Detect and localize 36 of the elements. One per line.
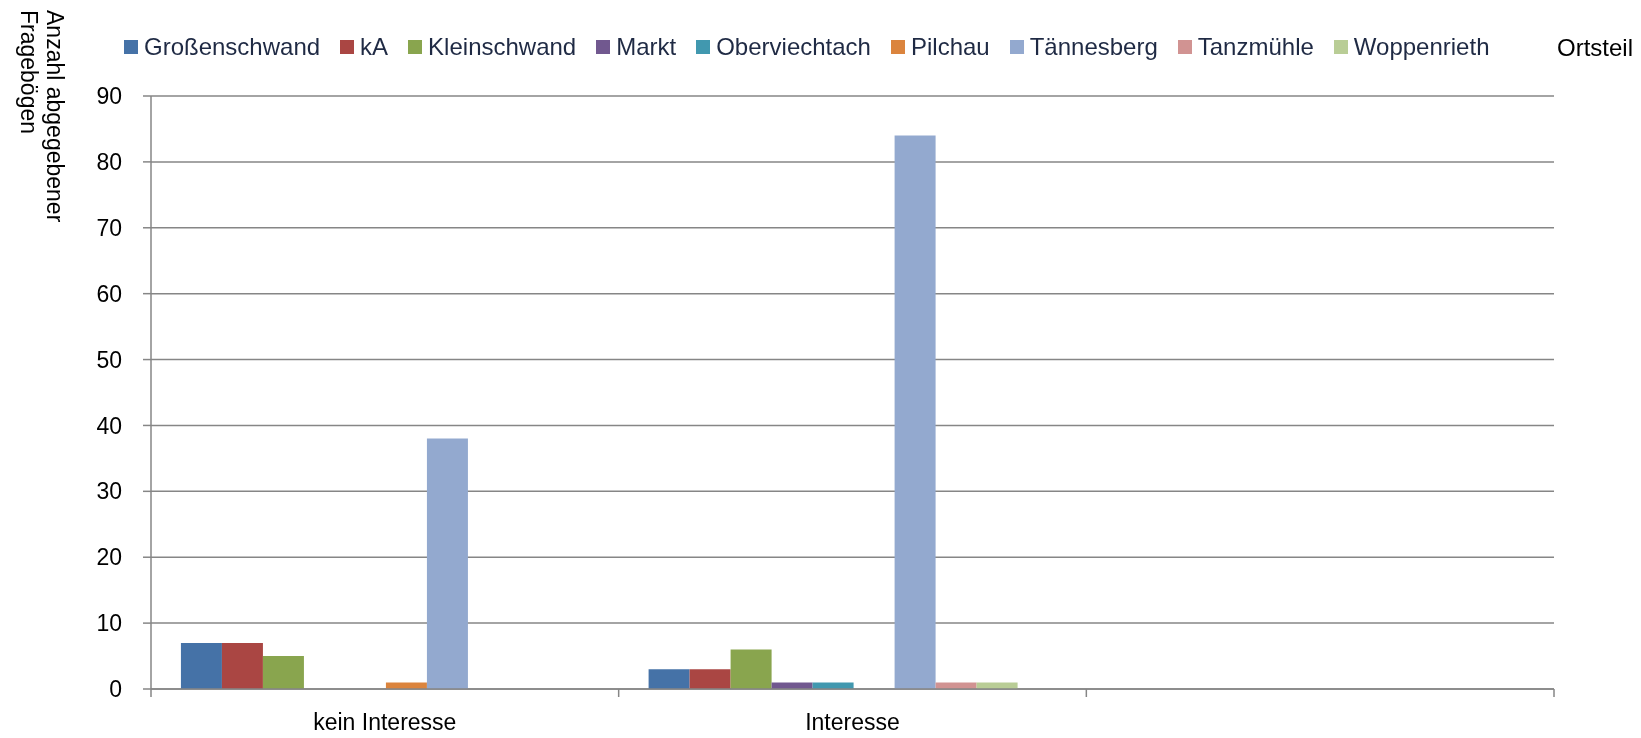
- y-tick-label: 90: [96, 83, 122, 110]
- bar: [976, 682, 1018, 689]
- bar: [385, 682, 427, 689]
- bar: [180, 642, 222, 689]
- legend-label: Tanzmühle: [1197, 33, 1314, 61]
- legend-label: Oberviechtach: [716, 33, 871, 61]
- y-tick-label: 70: [96, 214, 122, 241]
- legend-label: Markt: [616, 33, 677, 61]
- bar: [812, 682, 854, 689]
- bar: [689, 669, 731, 689]
- y-tick-label: 60: [96, 280, 122, 307]
- bar: [262, 656, 304, 689]
- bar: [894, 135, 936, 689]
- y-tick-label: 80: [96, 149, 122, 176]
- legend-label: Pilchau: [910, 33, 990, 61]
- legend-label: Großenschwand: [144, 33, 321, 61]
- bar: [426, 438, 468, 689]
- bar: [935, 682, 977, 689]
- x-tick-label: Interesse: [805, 709, 900, 735]
- legend-label: Tännesberg: [1029, 33, 1158, 61]
- y-tick-label: 0: [109, 676, 122, 703]
- bar: [730, 649, 772, 689]
- x-tick-label: kein Interesse: [313, 709, 457, 735]
- y-tick-label: 20: [96, 544, 122, 571]
- legend-title: Ortsteil: [1556, 34, 1633, 62]
- y-tick-label: 10: [96, 610, 122, 637]
- legend-label: Woppenrieth: [1353, 33, 1490, 61]
- y-tick-label: 30: [96, 478, 122, 505]
- bar: [221, 642, 263, 689]
- legend-label: kA: [360, 33, 389, 61]
- legend-label: Kleinschwand: [428, 33, 577, 61]
- y-tick-label: 50: [96, 346, 122, 373]
- bar: [648, 669, 690, 689]
- bar: [771, 682, 813, 689]
- y-axis-title: Anzahl abgegebener Fragebögen: [16, 10, 68, 225]
- y-tick-label: 40: [96, 412, 122, 439]
